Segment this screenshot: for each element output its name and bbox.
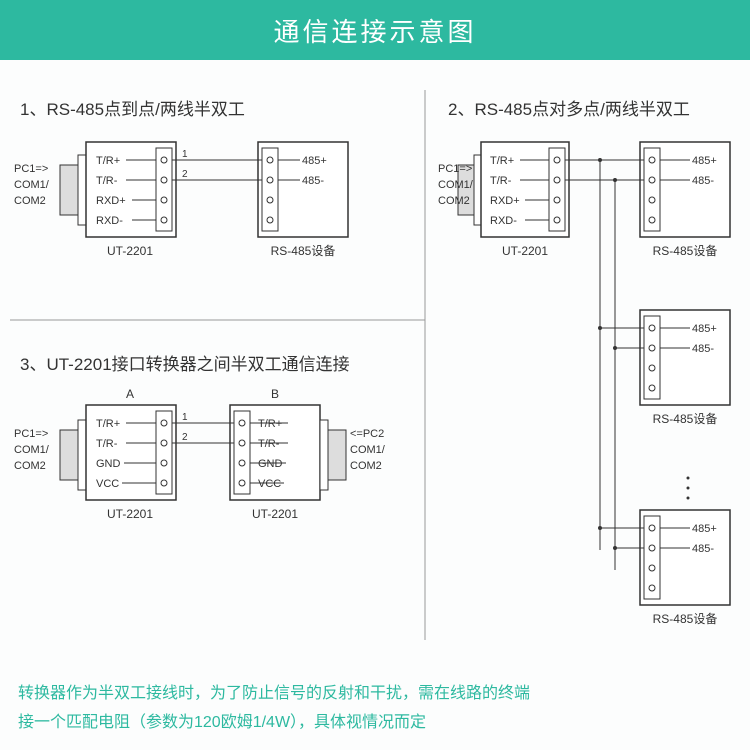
d1-rpin2: 485- [302, 175, 324, 187]
d1-pin3: RXD+ [96, 195, 126, 207]
header-bar: 通信连接示意图 [0, 0, 750, 60]
svg-text:485+: 485+ [692, 323, 717, 335]
diagram2: PC1=> COM1/ COM2 T/R+ T/R- RXD+ RXD- UT-… [438, 142, 730, 626]
d3-pcr1: <=PC2 [350, 428, 384, 440]
d1-rpin1: 485+ [302, 155, 327, 167]
d3b-p2: T/R- [258, 438, 280, 450]
d3a-p2: T/R- [96, 438, 118, 450]
d1-left-name: UT-2201 [107, 244, 153, 258]
d3-pcl1: PC1=> [14, 428, 48, 440]
diagram-content: 1、RS-485点到点/两线半双工 2、RS-485点对多点/两线半双工 3、U… [0, 60, 750, 670]
d1-pc-l1: PC1=> [14, 163, 48, 175]
footer-l1: 转换器作为半双工接线时，为了防止信号的反射和干扰，需在线路的终端 [18, 685, 530, 702]
d2-lname: UT-2201 [502, 244, 548, 258]
diagram1: PC1=> COM1/ COM2 T/R+ T/R- RXD+ RXD- UT-… [14, 142, 348, 258]
svg-text:RS-485设备: RS-485设备 [653, 612, 718, 626]
d1-w1: 1 [182, 149, 188, 160]
svg-text:485+: 485+ [692, 523, 717, 535]
d3b-p1: T/R+ [258, 418, 282, 430]
d3-w1: 1 [182, 412, 188, 423]
d2-pc2: COM1/ [438, 179, 474, 191]
d3a-p1: T/R+ [96, 418, 120, 430]
d3b-p4: VCC [258, 478, 281, 490]
svg-text:RS-485设备: RS-485设备 [653, 412, 718, 426]
d2-p3: RXD+ [490, 195, 520, 207]
d3b-name: UT-2201 [252, 507, 298, 521]
d1-pin1: T/R+ [96, 155, 120, 167]
d3-labA: A [126, 387, 134, 401]
svg-text:RS-485设备: RS-485设备 [653, 244, 718, 258]
d2-pc3: COM2 [438, 195, 470, 207]
d1-right-name: RS-485设备 [271, 244, 336, 258]
d1-pin4: RXD- [96, 215, 123, 227]
d3a-name: UT-2201 [107, 507, 153, 521]
d1-w2: 2 [182, 169, 188, 180]
d1-pin2: T/R- [96, 175, 118, 187]
footer-note: 转换器作为半双工接线时，为了防止信号的反射和干扰，需在线路的终端 接一个匹配电阻… [18, 680, 732, 738]
d3-pcr3: COM2 [350, 460, 382, 472]
d3-w2: 2 [182, 432, 188, 443]
d2-p1: T/R+ [490, 155, 514, 167]
d3-pcl2: COM1/ [14, 444, 50, 456]
svg-text:485-: 485- [692, 343, 714, 355]
svg-text:485-: 485- [692, 543, 714, 555]
d1-pc-l3: COM2 [14, 195, 46, 207]
diagram-svg: PC1=> COM1/ COM2 T/R+ T/R- RXD+ RXD- UT-… [0, 60, 750, 670]
d3a-p3: GND [96, 458, 121, 470]
diagram3: PC1=> COM1/ COM2 A T/R+ T/R- GND VCC UT-… [14, 387, 386, 521]
d3a-p4: VCC [96, 478, 119, 490]
footer-l2: 接一个匹配电阻（参数为120欧姆1/4W），具体视情况而定 [18, 714, 426, 731]
d2-pc1: PC1=> [438, 163, 472, 175]
header-title: 通信连接示意图 [273, 12, 476, 49]
d3-labB: B [271, 387, 279, 401]
svg-text:485+: 485+ [692, 155, 717, 167]
d3-pcl3: COM2 [14, 460, 46, 472]
d2-p2: T/R- [490, 175, 512, 187]
d1-pc-l2: COM1/ [14, 179, 50, 191]
svg-text:485-: 485- [692, 175, 714, 187]
d3b-p3: GND [258, 458, 283, 470]
d2-p4: RXD- [490, 215, 517, 227]
d3-pcr2: COM1/ [350, 444, 386, 456]
